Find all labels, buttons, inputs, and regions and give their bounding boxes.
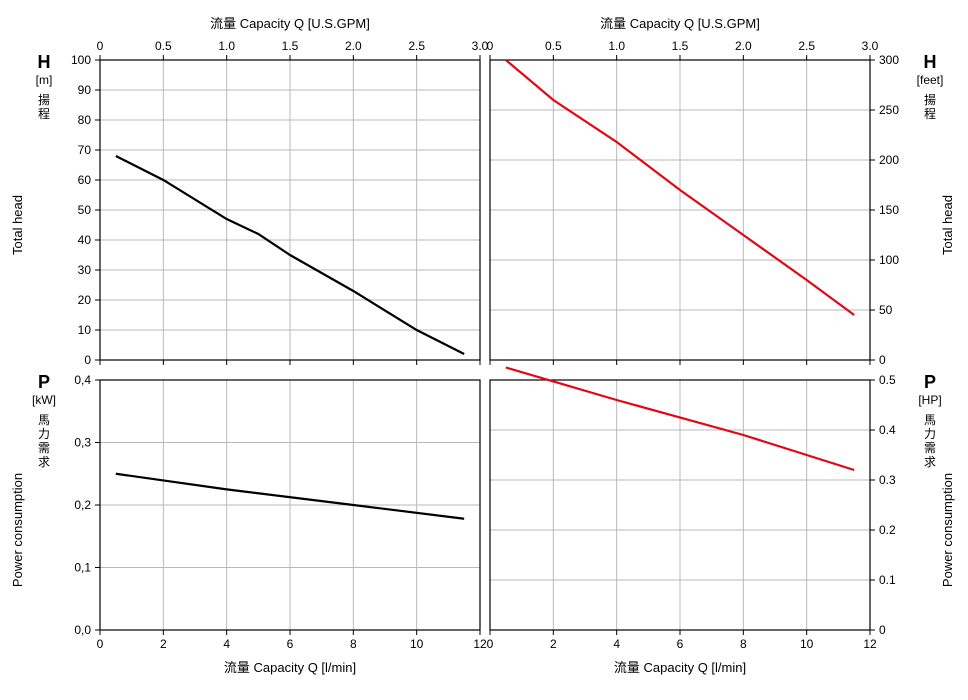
svg-text:2.5: 2.5 [408, 39, 425, 53]
svg-text:150: 150 [879, 203, 899, 217]
svg-text:2.0: 2.0 [345, 39, 362, 53]
svg-text:3.0: 3.0 [862, 39, 879, 53]
svg-text:1.5: 1.5 [672, 39, 689, 53]
svg-text:90: 90 [78, 83, 92, 97]
svg-text:40: 40 [78, 233, 92, 247]
svg-text:8: 8 [740, 637, 747, 651]
svg-text:8: 8 [350, 637, 357, 651]
totalhead-en-left: Total head [10, 195, 25, 255]
svg-text:0.4: 0.4 [879, 423, 896, 437]
svg-text:程: 程 [38, 106, 50, 121]
svg-text:0: 0 [97, 39, 104, 53]
svg-text:0: 0 [487, 637, 494, 651]
svg-text:10: 10 [410, 637, 424, 651]
svg-text:馬: 馬 [38, 413, 50, 427]
svg-text:程: 程 [924, 106, 936, 121]
P-unit-right: [HP] [918, 393, 941, 407]
svg-text:0: 0 [487, 39, 494, 53]
svg-text:求: 求 [38, 455, 50, 469]
svg-text:4: 4 [223, 637, 230, 651]
svg-text:2.5: 2.5 [798, 39, 815, 53]
svg-text:0.3: 0.3 [879, 473, 896, 487]
pump-curves-figure: 00.51.01.52.02.53.0010203040506070809010… [0, 0, 968, 700]
svg-text:200: 200 [879, 153, 899, 167]
H-unit-left: [m] [36, 73, 53, 87]
svg-text:100: 100 [879, 253, 899, 267]
power-en-right: Power consumption [940, 473, 955, 587]
svg-text:揚: 揚 [924, 93, 936, 107]
svg-text:1.5: 1.5 [282, 39, 299, 53]
svg-text:0.1: 0.1 [879, 573, 896, 587]
svg-text:0.5: 0.5 [879, 373, 896, 387]
svg-text:6: 6 [287, 637, 294, 651]
svg-text:250: 250 [879, 103, 899, 117]
svg-text:50: 50 [78, 203, 92, 217]
svg-text:80: 80 [78, 113, 92, 127]
svg-text:300: 300 [879, 53, 899, 67]
svg-text:0.5: 0.5 [155, 39, 172, 53]
svg-text:0.2: 0.2 [879, 523, 896, 537]
x-bottom-label-left: 流量 Capacity Q [l/min] [224, 660, 356, 675]
P-symbol-right: P [924, 372, 936, 392]
svg-text:0,3: 0,3 [74, 436, 91, 450]
svg-text:揚: 揚 [38, 93, 50, 107]
svg-text:50: 50 [879, 303, 893, 317]
svg-text:0,1: 0,1 [74, 561, 91, 575]
svg-text:需: 需 [924, 441, 936, 455]
svg-text:4: 4 [613, 637, 620, 651]
power-en-left: Power consumption [10, 473, 25, 587]
svg-text:0: 0 [879, 623, 886, 637]
svg-text:求: 求 [924, 455, 936, 469]
svg-text:10: 10 [800, 637, 814, 651]
svg-text:2.0: 2.0 [735, 39, 752, 53]
x-top-label-right: 流量 Capacity Q [U.S.GPM] [600, 16, 760, 31]
svg-text:2: 2 [160, 637, 167, 651]
svg-text:0,2: 0,2 [74, 498, 91, 512]
svg-text:力: 力 [38, 427, 50, 441]
svg-text:100: 100 [71, 53, 91, 67]
svg-text:0: 0 [84, 353, 91, 367]
svg-text:1.0: 1.0 [218, 39, 235, 53]
svg-text:20: 20 [78, 293, 92, 307]
svg-text:1.0: 1.0 [608, 39, 625, 53]
H-unit-right: [feet] [917, 73, 944, 87]
svg-text:2: 2 [550, 637, 557, 651]
x-top-label-left: 流量 Capacity Q [U.S.GPM] [210, 16, 370, 31]
P-symbol-left: P [38, 372, 50, 392]
svg-text:需: 需 [38, 441, 50, 455]
H-symbol-right: H [924, 52, 937, 72]
svg-text:0,4: 0,4 [74, 373, 91, 387]
svg-text:70: 70 [78, 143, 92, 157]
svg-text:30: 30 [78, 263, 92, 277]
svg-text:0: 0 [97, 637, 104, 651]
x-bottom-label-right: 流量 Capacity Q [l/min] [614, 660, 746, 675]
svg-text:0.5: 0.5 [545, 39, 562, 53]
svg-text:12: 12 [473, 637, 487, 651]
H-symbol-left: H [38, 52, 51, 72]
svg-text:10: 10 [78, 323, 92, 337]
svg-text:0: 0 [879, 353, 886, 367]
svg-text:馬: 馬 [924, 413, 936, 427]
svg-text:12: 12 [863, 637, 877, 651]
svg-text:0,0: 0,0 [74, 623, 91, 637]
totalhead-en-right: Total head [940, 195, 955, 255]
P-unit-left: [kW] [32, 393, 56, 407]
svg-text:6: 6 [677, 637, 684, 651]
svg-text:60: 60 [78, 173, 92, 187]
svg-text:力: 力 [924, 427, 936, 441]
